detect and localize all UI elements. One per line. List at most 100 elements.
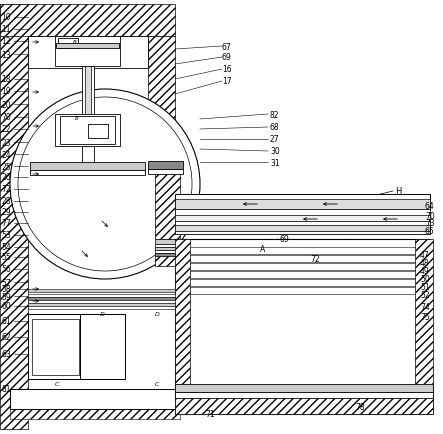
Bar <box>55 115 120 147</box>
Circle shape <box>10 90 200 279</box>
Text: 49: 49 <box>420 266 430 275</box>
Bar <box>28 289 178 293</box>
Text: 54: 54 <box>1 243 11 252</box>
Text: 56: 56 <box>1 265 11 274</box>
Bar <box>82 147 94 164</box>
Text: 11: 11 <box>1 26 11 34</box>
Bar <box>155 164 180 240</box>
Text: 55: 55 <box>1 253 11 262</box>
Bar <box>175 394 433 414</box>
Bar <box>28 314 83 379</box>
Bar <box>175 194 430 234</box>
Bar <box>0 5 28 429</box>
Text: 51: 51 <box>420 282 430 291</box>
Bar <box>30 171 145 176</box>
Bar <box>190 287 415 294</box>
Bar <box>28 297 178 300</box>
Bar <box>148 170 183 174</box>
Bar <box>175 240 190 414</box>
Text: 10: 10 <box>1 13 11 23</box>
Bar <box>190 247 415 254</box>
Bar <box>82 67 94 122</box>
Text: 48: 48 <box>420 258 430 267</box>
Bar <box>148 161 183 170</box>
Text: 19: 19 <box>1 87 11 96</box>
Text: 73: 73 <box>425 219 435 228</box>
Text: 31: 31 <box>270 158 280 167</box>
Text: 12: 12 <box>1 37 11 46</box>
Text: 30: 30 <box>270 147 280 156</box>
Text: B: B <box>75 115 79 120</box>
Bar <box>10 389 180 409</box>
Bar <box>155 256 177 266</box>
Bar <box>60 117 115 145</box>
Bar <box>85 67 91 122</box>
Text: 67: 67 <box>222 43 232 51</box>
Bar <box>28 37 148 69</box>
Bar <box>80 314 125 379</box>
Text: 20: 20 <box>1 100 11 109</box>
Text: 26: 26 <box>1 173 11 182</box>
Bar <box>58 39 78 49</box>
Text: 52: 52 <box>420 290 430 299</box>
Bar <box>28 300 178 303</box>
Text: 62: 62 <box>1 333 11 342</box>
Bar <box>155 240 177 244</box>
Bar <box>28 314 83 379</box>
Text: H: H <box>395 187 401 196</box>
Text: 50: 50 <box>420 274 430 283</box>
Text: 59: 59 <box>1 292 11 301</box>
Bar <box>175 221 430 226</box>
Bar <box>28 303 178 306</box>
Text: 77: 77 <box>1 219 11 228</box>
Bar <box>88 125 108 139</box>
Text: 23: 23 <box>1 138 11 147</box>
Text: 60: 60 <box>1 302 11 311</box>
Text: 82: 82 <box>270 110 280 119</box>
Text: 72: 72 <box>310 255 320 264</box>
Text: 65: 65 <box>425 227 435 236</box>
Bar <box>190 271 415 278</box>
Bar <box>175 210 430 216</box>
Text: 16: 16 <box>222 66 232 74</box>
Text: B: B <box>73 39 77 44</box>
Bar <box>190 263 415 270</box>
Bar <box>148 37 175 237</box>
Bar <box>155 247 177 250</box>
Bar <box>155 253 177 256</box>
Text: 57: 57 <box>1 278 11 287</box>
Text: 74: 74 <box>420 303 430 312</box>
Text: 18: 18 <box>1 76 11 84</box>
Bar <box>175 200 430 210</box>
Bar <box>175 384 433 392</box>
Text: C: C <box>155 381 159 387</box>
Text: 69: 69 <box>280 235 290 244</box>
Bar <box>55 37 120 67</box>
Text: 72: 72 <box>1 185 11 194</box>
Bar <box>10 404 180 419</box>
Bar <box>155 244 177 247</box>
Text: 27: 27 <box>270 135 280 144</box>
Bar <box>28 306 178 309</box>
Text: 58: 58 <box>1 285 11 294</box>
Bar <box>0 5 175 37</box>
Text: 70: 70 <box>425 212 435 221</box>
Text: 53: 53 <box>1 231 11 240</box>
Text: D: D <box>155 312 160 317</box>
Text: 70: 70 <box>1 113 11 122</box>
Bar <box>155 250 177 253</box>
Text: 22: 22 <box>1 125 11 134</box>
Bar <box>175 231 430 234</box>
Text: 13: 13 <box>1 50 11 59</box>
Text: 75: 75 <box>420 313 430 322</box>
Bar <box>175 392 433 398</box>
Text: 25: 25 <box>1 162 11 171</box>
Text: 61: 61 <box>1 317 11 326</box>
Bar <box>190 256 415 263</box>
Text: 47: 47 <box>420 250 430 259</box>
Bar <box>32 319 79 375</box>
Bar <box>80 314 125 379</box>
Text: 17: 17 <box>222 77 232 86</box>
Text: 81: 81 <box>1 385 11 394</box>
Text: A: A <box>260 245 265 254</box>
